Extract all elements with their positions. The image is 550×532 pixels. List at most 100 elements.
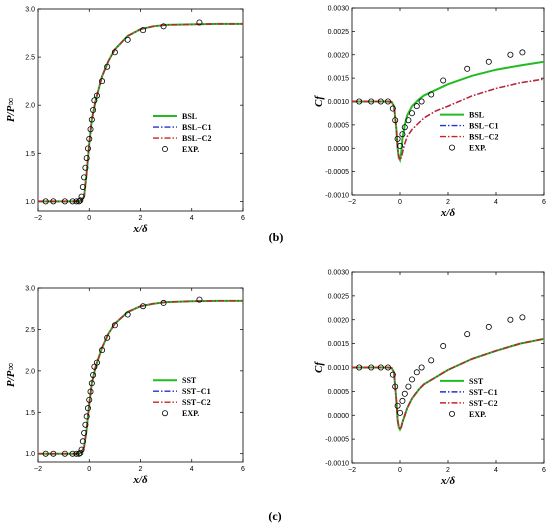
exp-marker <box>50 450 57 457</box>
series-line-bsl-c2 <box>38 23 243 203</box>
y-tick-label: 0.0005 <box>328 389 350 396</box>
exp-marker <box>399 131 406 138</box>
legend-label: BSL−C1 <box>182 123 211 132</box>
exp-marker <box>73 450 80 457</box>
y-axis-label: Cf <box>313 95 325 107</box>
exp-marker <box>104 63 111 70</box>
y-axis-label: P/P∞ <box>5 98 17 122</box>
y-tick-label: -0.0010 <box>325 461 349 468</box>
exp-marker <box>464 331 471 338</box>
x-tick-label: 2 <box>446 467 450 474</box>
exp-marker <box>82 164 89 171</box>
x-tick-label: 0 <box>398 199 402 206</box>
series-line-bsl <box>352 60 544 164</box>
panel-label-c: (c) <box>268 509 281 523</box>
exp-marker <box>389 105 396 112</box>
exp-marker <box>79 183 86 190</box>
x-tick-label: 2 <box>446 199 450 206</box>
exp-marker <box>78 446 85 453</box>
exp-marker <box>84 405 91 412</box>
chart-tr: −2 0 2 4 6 -0.0010 -0.0005 0.0000 0.0005 0.0010 0.… <box>313 6 546 220</box>
y-tick-label: -0.0005 <box>325 437 349 444</box>
x-tick-label: 0 <box>87 466 91 473</box>
exp-marker <box>124 36 131 43</box>
y-tick-label: 0.0010 <box>328 365 350 372</box>
series-line-bsl-c2 <box>352 78 544 162</box>
exp-marker <box>87 388 94 395</box>
exp-marker <box>77 449 84 456</box>
exp-marker <box>396 409 403 416</box>
exp-marker <box>79 438 86 445</box>
y-tick-label: 2.0 <box>25 368 35 375</box>
exp-marker <box>99 347 106 354</box>
y-tick-label: 1.0 <box>25 199 35 206</box>
x-tick-label: −2 <box>34 466 42 473</box>
exp-marker <box>368 364 375 371</box>
exp-marker <box>440 77 447 84</box>
x-tick-label: 6 <box>241 466 245 473</box>
legend-label: SST−C2 <box>469 399 498 408</box>
exp-marker <box>86 135 93 142</box>
exp-marker <box>81 429 88 436</box>
x-tick-label: 4 <box>494 467 498 474</box>
y-tick-label: 0.0025 <box>328 293 350 300</box>
x-tick-label: 6 <box>542 467 546 474</box>
legend-label: SST <box>182 376 197 385</box>
legend-label: BSL−C2 <box>469 133 498 142</box>
legend-label: BSL−C2 <box>182 134 211 143</box>
exp-marker <box>91 97 98 104</box>
exp-marker <box>408 110 415 117</box>
exp-marker <box>61 450 68 457</box>
exp-marker <box>82 421 89 428</box>
x-tick-label: 2 <box>139 466 143 473</box>
exp-marker <box>86 396 93 403</box>
y-tick-label: 1.5 <box>25 151 35 158</box>
exp-marker <box>389 371 396 378</box>
exp-marker <box>90 107 97 114</box>
exp-marker <box>507 51 514 58</box>
x-tick-label: 4 <box>190 466 194 473</box>
exp-marker <box>405 117 412 124</box>
exp-marker <box>42 450 49 457</box>
exp-marker <box>428 357 435 364</box>
exp-marker <box>140 27 147 34</box>
exp-marker <box>405 383 412 390</box>
legend-label: EXP. <box>182 409 199 418</box>
series-line-sst <box>38 299 243 455</box>
exp-marker <box>377 98 384 105</box>
exp-marker <box>408 376 415 383</box>
series-line-bsl-c1 <box>38 23 243 203</box>
exp-marker <box>418 98 425 105</box>
y-tick-label: 3.0 <box>25 286 35 293</box>
y-tick-label: 0.0030 <box>328 270 350 277</box>
exp-marker <box>413 369 420 376</box>
legend-label: SST <box>469 377 484 386</box>
exp-marker <box>83 413 90 420</box>
x-axis-label: x/δ <box>440 475 456 487</box>
exp-marker <box>81 174 88 181</box>
exp-marker <box>356 364 363 371</box>
y-tick-label: -0.0010 <box>325 193 349 200</box>
y-axis-label: P/P∞ <box>5 363 17 387</box>
exp-marker <box>394 135 401 142</box>
series-line-sst-c1 <box>38 300 243 455</box>
series-line-bsl <box>38 22 243 203</box>
y-tick-label: 0.0010 <box>328 99 350 106</box>
exp-marker <box>124 311 131 318</box>
y-tick-label: 0.0025 <box>328 29 350 36</box>
exp-marker <box>368 98 375 105</box>
legend: BSL BSL−C1 BSL−C2 EXP. <box>153 112 211 154</box>
panel-label-b: (b) <box>269 230 284 244</box>
exp-marker <box>50 198 57 205</box>
plot-frame <box>37 8 244 212</box>
y-tick-label: 2.0 <box>25 103 35 110</box>
x-tick-label: 4 <box>190 215 194 222</box>
exp-marker <box>99 78 106 85</box>
legend-label: BSL−C1 <box>469 122 498 131</box>
exp-marker <box>519 314 526 321</box>
exp-marker <box>401 390 408 397</box>
legend-label: EXP. <box>182 145 199 154</box>
series-line-sst-c2 <box>352 338 544 432</box>
exp-marker <box>160 23 167 30</box>
